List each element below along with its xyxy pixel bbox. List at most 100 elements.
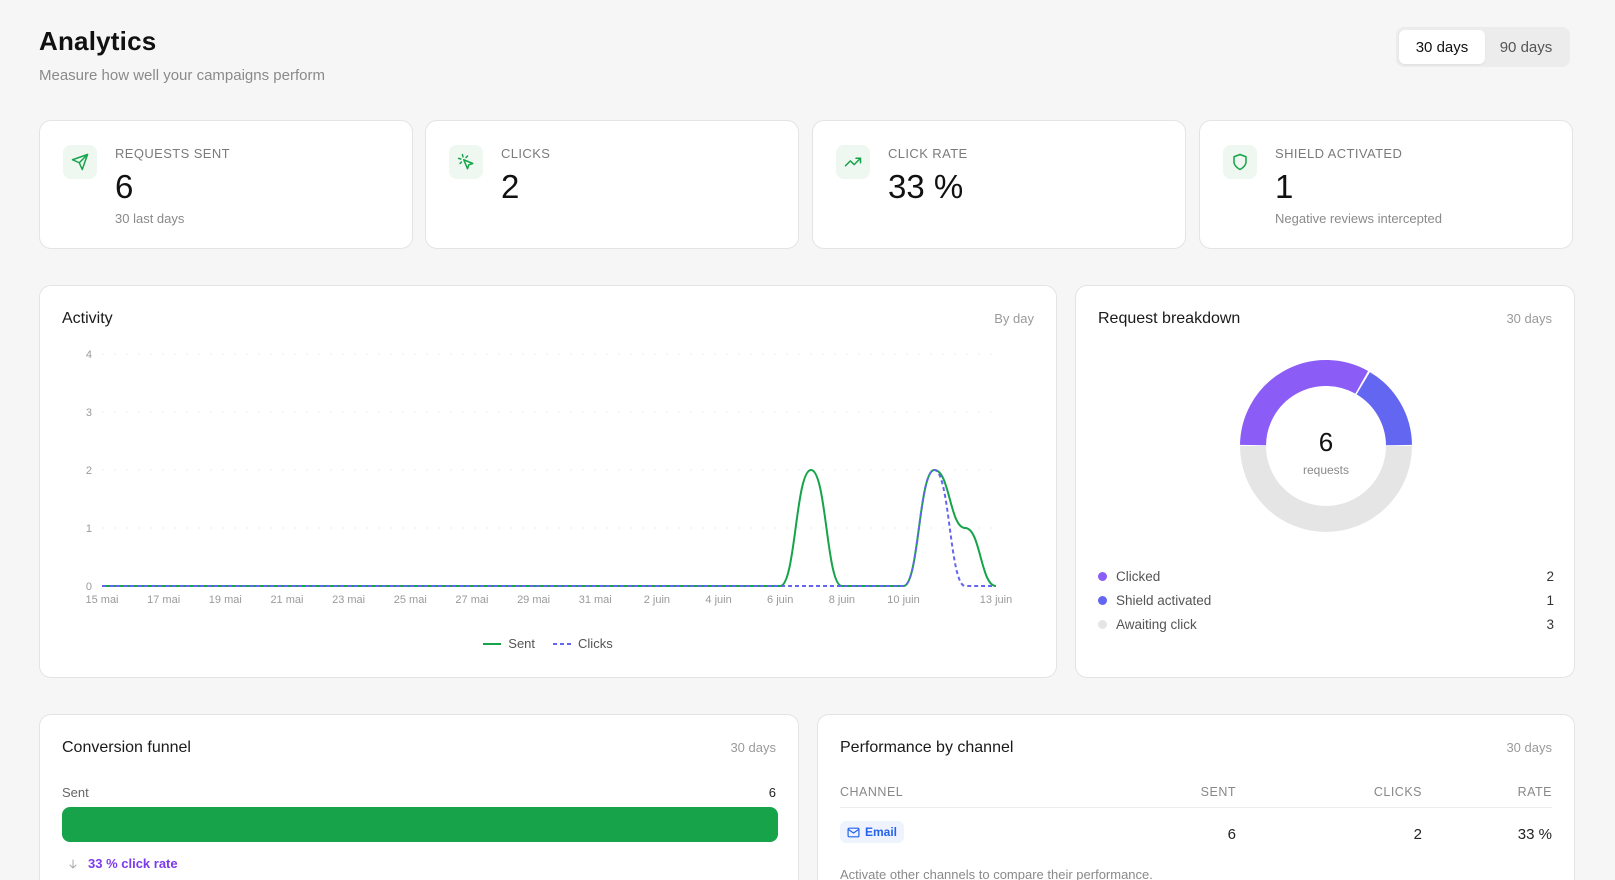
donut-slice-clicked [1240, 360, 1369, 446]
page-subtitle: Measure how well your campaigns perform [39, 67, 325, 84]
channel-badge-email: Email [840, 821, 905, 843]
table-divider [840, 807, 1552, 808]
activity-chart: 0 1 2 3 4 15 mai 17 mai 19 mai 21 mai 23 mai 25 ma… [85, 349, 1012, 606]
series-line-sent [101, 468, 997, 587]
activity-card: Activity By day 0 1 2 3 4 15 mai 17 mai 19 mai 2… [39, 285, 1057, 678]
x-tick-label: 17 mai [147, 594, 180, 606]
legend-item-clicks: Clicks [553, 636, 613, 651]
page-title: Analytics [39, 26, 157, 56]
kpi-value: 1 [1275, 168, 1294, 205]
legend-line-sent [483, 642, 502, 645]
y-tick-label: 3 [86, 407, 92, 419]
kpi-card-shield-activated: SHIELD ACTIVATED 1 Negative reviews inte… [1199, 120, 1573, 249]
channel-clicks-value: 2 [1413, 826, 1422, 843]
x-tick-label: 21 mai [270, 594, 303, 606]
breakdown-meta: 30 days [1506, 311, 1552, 326]
breakdown-count: 1 [1546, 593, 1554, 608]
kpi-subtext: 30 last days [115, 211, 185, 226]
send-icon [63, 145, 97, 179]
breakdown-label: Shield activated [1116, 593, 1212, 608]
x-tick-label: 27 mai [455, 594, 488, 606]
breakdown-label: Clicked [1116, 569, 1161, 584]
x-tick-label: 2 juin [644, 594, 670, 606]
range-90-days-button[interactable]: 90 days [1499, 38, 1553, 56]
funnel-meta: 30 days [730, 740, 776, 755]
kpi-label: CLICK RATE [888, 146, 968, 161]
shield-icon [1223, 145, 1257, 179]
legend-line-clicks [553, 642, 572, 645]
mail-icon [847, 827, 860, 837]
x-tick-label: 10 juin [887, 594, 919, 606]
breakdown-row-clicked: Clicked 2 [1098, 569, 1554, 584]
x-tick-label: 15 mai [85, 594, 118, 606]
x-tick-label: 4 juin [705, 594, 731, 606]
legend-dot [1098, 596, 1107, 605]
arrow-down-icon [69, 859, 77, 868]
channel-name: Email [865, 825, 898, 839]
kpi-label: CLICKS [501, 146, 551, 161]
breakdown-count: 2 [1546, 569, 1554, 584]
y-tick-label: 4 [86, 349, 92, 361]
request-breakdown-card: Request breakdown 30 days 6 requests Cli… [1075, 285, 1575, 678]
donut-total-label: requests [1302, 463, 1350, 477]
kpi-value: 2 [501, 168, 520, 205]
breakdown-row-shield: Shield activated 1 [1098, 593, 1554, 608]
column-header-sent: SENT [1200, 785, 1236, 799]
activity-meta: By day [994, 311, 1034, 326]
kpi-subtext: Negative reviews intercepted [1275, 211, 1442, 226]
breakdown-row-awaiting: Awaiting click 3 [1098, 617, 1554, 632]
x-tick-label: 8 juin [829, 594, 855, 606]
kpi-card-click-rate: CLICK RATE 33 % [812, 120, 1186, 249]
page-header: Analytics Measure how well your campaign… [39, 26, 325, 84]
series-line-clicks [101, 468, 996, 587]
trending-up-icon [836, 145, 870, 179]
breakdown-count: 3 [1546, 617, 1554, 632]
x-tick-label: 29 mai [517, 594, 550, 606]
column-header-rate: RATE [1517, 785, 1552, 799]
legend-label-sent: Sent [508, 636, 536, 651]
activity-legend: Sent Clicks [40, 636, 1056, 651]
funnel-stage-label: Sent [62, 785, 89, 800]
donut-total: 6 [1318, 427, 1334, 457]
x-tick-label: 19 mai [209, 594, 242, 606]
kpi-label: REQUESTS SENT [115, 146, 230, 161]
legend-dot [1098, 620, 1107, 629]
funnel-title: Conversion funnel [62, 739, 191, 756]
y-tick-label: 0 [86, 581, 92, 593]
column-header-channel: CHANNEL [840, 785, 904, 799]
funnel-rate-text: 33 % click rate [88, 856, 178, 871]
channel-sent-value: 6 [1227, 826, 1236, 843]
breakdown-label: Awaiting click [1116, 617, 1197, 632]
channels-title: Performance by channel [840, 739, 1014, 756]
x-tick-label: 25 mai [394, 594, 427, 606]
kpi-card-clicks: CLICKS 2 [425, 120, 799, 249]
performance-by-channel-card: Performance by channel 30 days CHANNEL S… [817, 714, 1575, 880]
channels-note: Activate other channels to compare their… [840, 867, 1153, 880]
date-range-toggle: 30 days 90 days [1396, 27, 1570, 67]
donut-chart [1240, 360, 1412, 532]
y-tick-label: 2 [86, 465, 92, 477]
kpi-label: SHIELD ACTIVATED [1275, 146, 1403, 161]
kpi-card-requests-sent: REQUESTS SENT 6 30 last days [39, 120, 413, 249]
legend-dot [1098, 572, 1107, 581]
funnel-bar-sent [62, 807, 778, 842]
breakdown-title: Request breakdown [1098, 310, 1241, 327]
funnel-stage-count: 6 [768, 785, 776, 800]
legend-label-clicks: Clicks [578, 636, 613, 651]
y-tick-label: 1 [86, 523, 92, 535]
activity-title: Activity [62, 310, 113, 327]
range-30-days-button[interactable]: 30 days [1399, 30, 1485, 64]
funnel-click-rate: 33 % click rate [67, 856, 178, 871]
column-header-clicks: CLICKS [1373, 785, 1422, 799]
x-tick-label: 6 juin [767, 594, 793, 606]
donut-slice-shield-activated [1356, 372, 1412, 446]
conversion-funnel-card: Conversion funnel 30 days Sent 6 33 % cl… [39, 714, 799, 880]
x-tick-label: 31 mai [579, 594, 612, 606]
cursor-click-icon [449, 145, 483, 179]
kpi-value: 33 % [888, 168, 964, 205]
x-tick-label: 23 mai [332, 594, 365, 606]
donut-slice-awaiting-click [1240, 445, 1412, 532]
channels-meta: 30 days [1506, 740, 1552, 755]
kpi-value: 6 [115, 168, 134, 205]
x-tick-label: 13 juin [980, 594, 1012, 606]
